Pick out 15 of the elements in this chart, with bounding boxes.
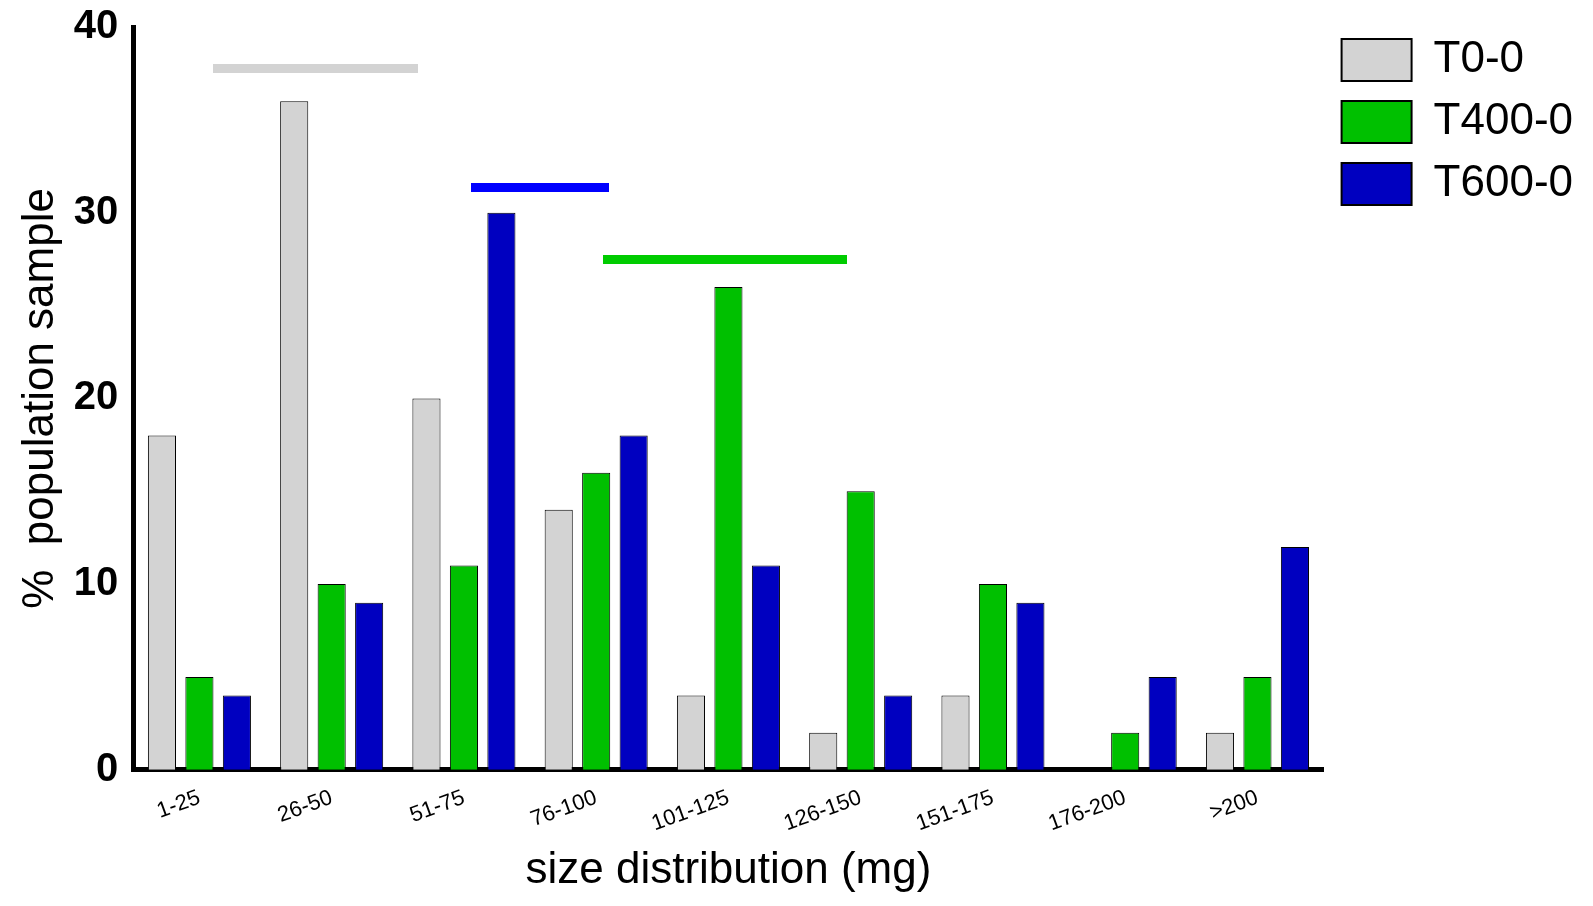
y-tick-label: 10 [73,559,119,604]
x-axis-title: size distribution (mg) [525,842,932,892]
legend-label: T0-0 [1433,32,1525,82]
legend-label: T400-0 [1433,94,1574,144]
y-tick-label: 20 [73,373,119,418]
y-tick-label: 0 [96,744,119,789]
y-tick-label: 40 [73,2,119,47]
y-tick-label: 30 [73,187,119,232]
x-tick-label: 1-25 [153,784,204,823]
x-tick-label: 26-50 [274,784,336,827]
x-tick-label: >200 [1206,784,1262,825]
y-axis-title: % population sample [12,188,62,609]
x-tick-label: 76-100 [527,784,600,832]
legend-label: T600-0 [1433,156,1574,206]
x-tick-label: 51-75 [406,784,468,827]
